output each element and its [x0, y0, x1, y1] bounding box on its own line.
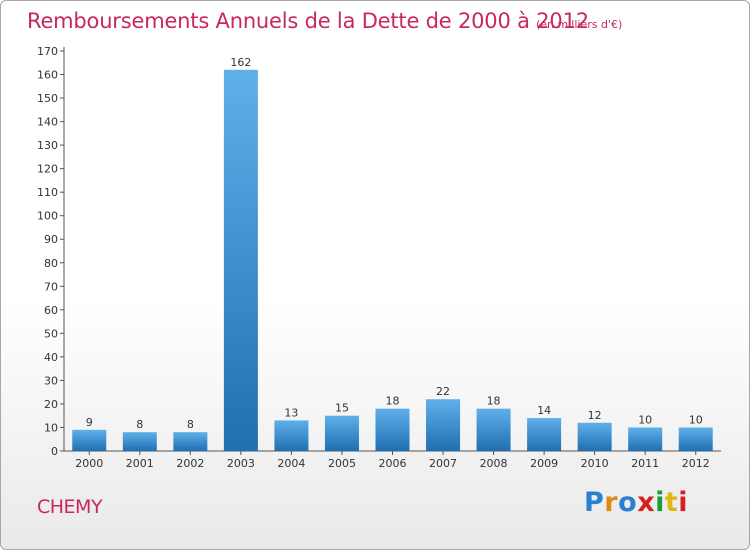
y-tick-label: 90: [44, 233, 58, 246]
y-tick-label: 100: [37, 210, 58, 223]
bar-value-label: 12: [588, 409, 602, 422]
x-tick-label: 2007: [429, 457, 457, 470]
y-tick-label: 10: [44, 421, 58, 434]
bar-value-label: 10: [689, 413, 703, 426]
y-tick-label: 0: [51, 445, 58, 458]
x-tick-label: 2004: [277, 457, 305, 470]
chart-subtitle: (en milliers d'€): [536, 18, 623, 31]
bar: [375, 408, 410, 451]
bar-value-label: 14: [537, 404, 551, 417]
y-tick-label: 110: [37, 186, 58, 199]
y-tick-label: 170: [37, 45, 58, 58]
bar-value-label: 18: [487, 395, 501, 408]
bar: [173, 432, 208, 451]
x-tick-label: 2001: [126, 457, 154, 470]
bar-value-label: 8: [187, 418, 194, 431]
x-tick-label: 2009: [530, 457, 558, 470]
x-tick-label: 2005: [328, 457, 356, 470]
y-tick-label: 20: [44, 398, 58, 411]
bar: [122, 432, 157, 451]
bar-value-label: 18: [386, 395, 400, 408]
x-tick-label: 2003: [227, 457, 255, 470]
y-tick-label: 60: [44, 304, 58, 317]
x-tick-label: 2011: [631, 457, 659, 470]
commune-name: CHEMY: [37, 496, 103, 518]
y-tick-label: 120: [37, 163, 58, 176]
x-tick-label: 2006: [379, 457, 407, 470]
y-tick-label: 150: [37, 92, 58, 105]
bar-value-label: 22: [436, 385, 450, 398]
bar: [476, 408, 511, 451]
bar-value-label: 10: [638, 413, 652, 426]
bar-value-label: 9: [86, 416, 93, 429]
x-tick-label: 2012: [682, 457, 710, 470]
bar: [223, 69, 258, 451]
bar-value-label: 162: [230, 56, 251, 69]
bar: [527, 418, 562, 451]
y-tick-label: 130: [37, 139, 58, 152]
proxiti-logo[interactable]: Proxiti: [584, 487, 689, 518]
bar: [678, 427, 713, 451]
x-tick-label: 2008: [480, 457, 508, 470]
bar: [72, 429, 107, 451]
y-tick-label: 140: [37, 116, 58, 129]
bar-value-label: 8: [136, 418, 143, 431]
bar-value-label: 15: [335, 402, 349, 415]
bar: [274, 420, 309, 451]
chart-title: Remboursements Annuels de la Dette de 20…: [27, 9, 589, 33]
bar: [628, 427, 663, 451]
y-tick-label: 70: [44, 280, 58, 293]
bar: [324, 415, 359, 451]
y-tick-label: 160: [37, 69, 58, 82]
x-tick-label: 2010: [581, 457, 609, 470]
x-tick-label: 2002: [176, 457, 204, 470]
y-tick-label: 40: [44, 351, 58, 364]
bar: [577, 422, 612, 451]
y-tick-label: 80: [44, 257, 58, 270]
bar-value-label: 13: [284, 406, 298, 419]
y-tick-label: 50: [44, 327, 58, 340]
y-tick-label: 30: [44, 374, 58, 387]
x-tick-label: 2000: [75, 457, 103, 470]
bar: [426, 399, 461, 451]
